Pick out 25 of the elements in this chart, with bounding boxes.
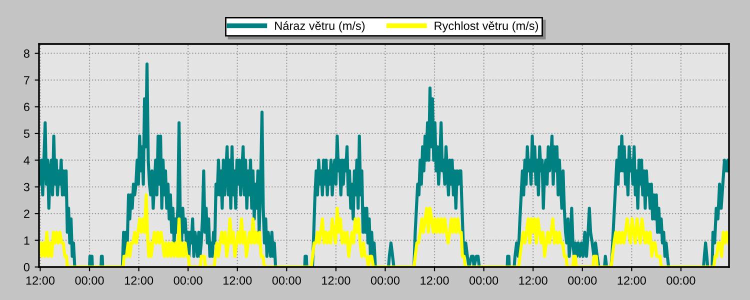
y-tick-label: 1	[24, 236, 30, 245]
x-tick-label: 00:00	[568, 276, 597, 285]
y-tick-label: 5	[24, 130, 30, 138]
x-tick-label: 00:00	[75, 276, 104, 285]
y-tick-label: 3	[24, 182, 30, 192]
x-tick-label: 00:00	[469, 276, 498, 285]
y-tick-label: 6	[24, 102, 30, 112]
x-tick-label: 00:00	[370, 276, 400, 285]
y-tick-label: 8	[24, 49, 30, 58]
x-tick-label: 12:00	[420, 276, 449, 285]
legend-label: Rychlost větru (m/s)	[434, 21, 538, 32]
y-tick-label: 0	[24, 263, 30, 272]
y-tick-label: 4	[24, 156, 30, 164]
y-tick-label: 7	[24, 76, 30, 84]
x-tick-label: 12:00	[618, 276, 646, 285]
y-tick-label: 2	[24, 210, 30, 218]
x-tick-label: 00:00	[272, 276, 301, 285]
legend-label: Náraz větru (m/s)	[275, 21, 365, 32]
x-tick-label: 12:00	[124, 276, 154, 285]
x-tick-label: 12:00	[26, 276, 55, 285]
x-tick-label: 12:00	[519, 276, 548, 285]
x-tick-label: 12:00	[224, 276, 252, 285]
x-tick-label: 00:00	[174, 276, 202, 285]
x-tick-label: 00:00	[666, 276, 696, 285]
x-tick-label: 12:00	[322, 276, 350, 285]
